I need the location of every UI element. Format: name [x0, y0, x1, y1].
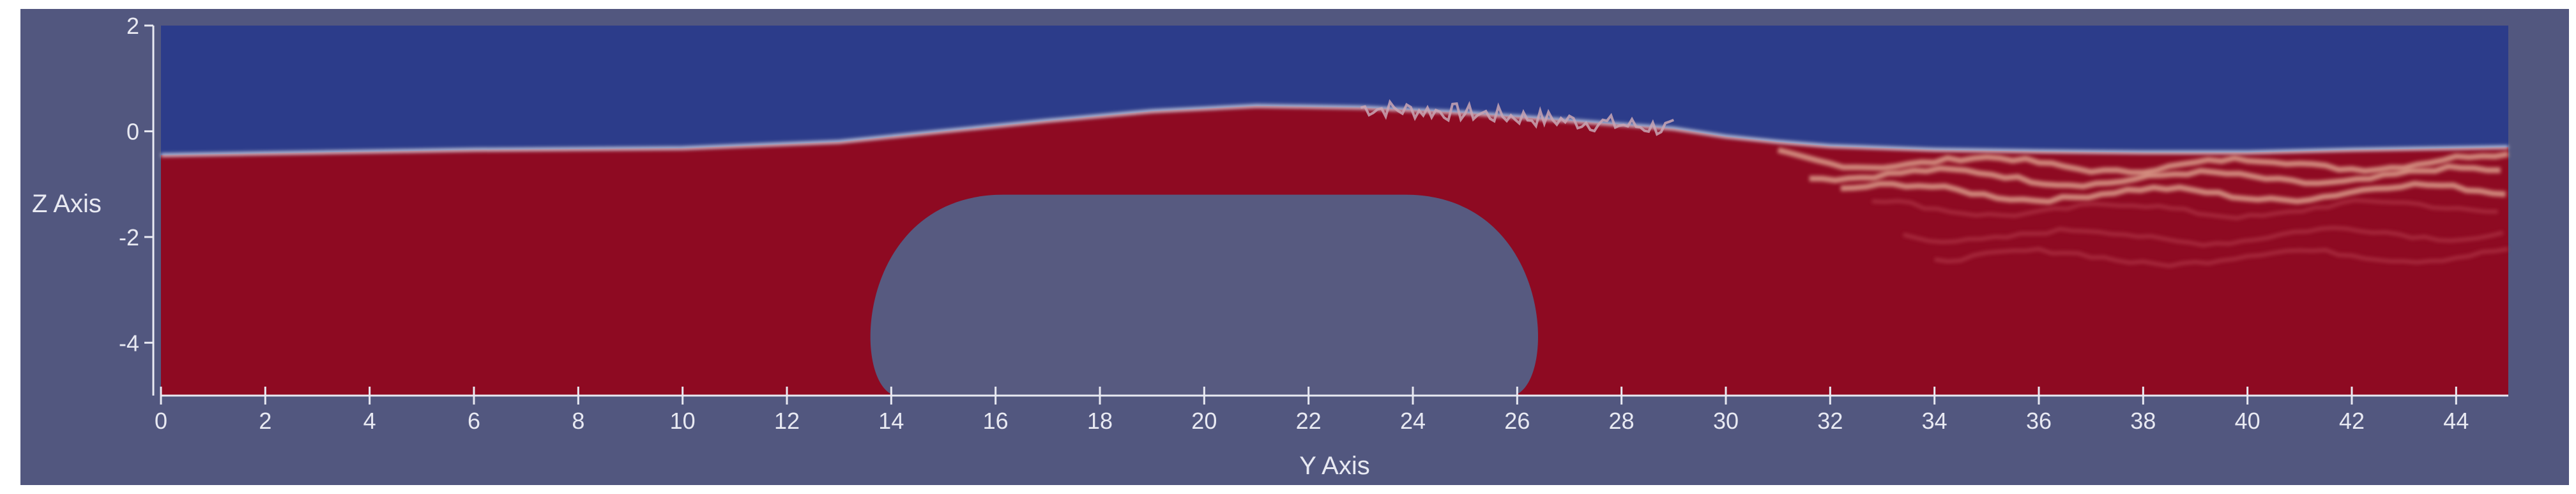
x-tick-label: 16 — [983, 408, 1009, 434]
wake-streak — [1871, 198, 2498, 220]
submerged-obstacle — [870, 194, 1538, 396]
x-tick-label: 0 — [155, 408, 167, 434]
x-tick-label: 24 — [1400, 408, 1426, 434]
axes: 0 2 4 6 8 10 12 14 16 18 20 22 24 26 28 30 32 34 36 38 40 42 4… — [119, 13, 2508, 434]
x-axis-title: Y Axis — [1299, 452, 1369, 480]
x-tick-label: 22 — [1296, 408, 1322, 434]
y-tick-label: 2 — [126, 13, 139, 39]
x-tick-label: 2 — [259, 408, 271, 434]
phase-field-plot[interactable]: 0 2 4 6 8 10 12 14 16 18 20 22 24 26 28 30 32 34 36 38 40 42 4… — [20, 9, 2569, 485]
y-tick-label: -2 — [119, 224, 139, 251]
turbulent-wake — [1360, 99, 2509, 268]
y-tick-label: -4 — [119, 330, 139, 356]
x-tick-label: 20 — [1191, 408, 1217, 434]
wake-streak — [1777, 147, 2509, 176]
x-tick-label: 28 — [1609, 408, 1635, 434]
x-tick-label: 30 — [1713, 408, 1739, 434]
wake-streak — [1902, 226, 2504, 247]
x-tick-label: 42 — [2339, 408, 2365, 434]
wake-streak — [1840, 180, 2506, 205]
wake-streak — [1809, 163, 2501, 190]
render-viewport[interactable]: 0 2 4 6 8 10 12 14 16 18 20 22 24 26 28 30 32 34 36 38 40 42 4… — [20, 9, 2569, 485]
x-tick-label: 6 — [468, 408, 480, 434]
y-axis-title: Z Axis — [32, 190, 102, 218]
x-tick-label: 44 — [2443, 408, 2469, 434]
wake-streak — [1934, 247, 2509, 268]
x-tick-label: 34 — [1922, 408, 1947, 434]
x-tick-label: 4 — [363, 408, 376, 434]
breaking-crest — [1360, 99, 1675, 136]
x-tick-label: 8 — [572, 408, 584, 434]
x-tick-label: 26 — [1504, 408, 1530, 434]
x-tick-label: 14 — [878, 408, 904, 434]
x-tick-label: 38 — [2130, 408, 2156, 434]
x-tick-label: 40 — [2235, 408, 2260, 434]
free-surface-interface — [160, 104, 2509, 157]
x-tick-label: 32 — [1817, 408, 1843, 434]
x-tick-label: 18 — [1087, 408, 1113, 434]
x-tick-label: 12 — [774, 408, 800, 434]
x-tick-label: 36 — [2026, 408, 2052, 434]
y-tick-label: 0 — [126, 118, 139, 144]
x-tick-label: 10 — [670, 408, 696, 434]
